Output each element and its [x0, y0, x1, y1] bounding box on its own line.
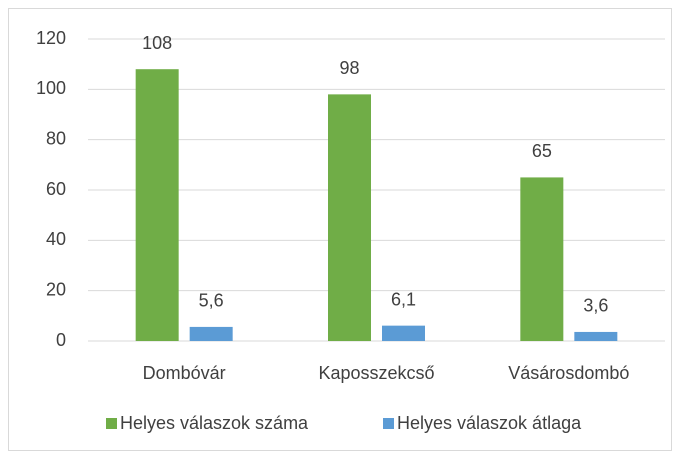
value-label: 65: [532, 141, 552, 161]
value-label: 108: [142, 33, 172, 53]
value-label: 98: [339, 58, 359, 78]
value-label: 6,1: [391, 289, 416, 309]
bar: [574, 331, 618, 341]
value-label: 5,6: [199, 291, 224, 311]
y-tick-label: 120: [36, 28, 66, 48]
y-tick-label: 60: [46, 179, 66, 199]
y-tick-label: 80: [46, 128, 66, 148]
y-tick-label: 40: [46, 229, 66, 249]
legend-label: Helyes válaszok átlaga: [397, 413, 582, 433]
y-tick-label: 0: [56, 330, 66, 350]
bar: [382, 325, 425, 341]
y-tick-label: 20: [46, 279, 66, 299]
bar: [135, 69, 179, 341]
bar: [520, 177, 564, 341]
x-tick-label: Kaposszekcső: [318, 363, 434, 383]
legend-label: Helyes válaszok száma: [120, 413, 309, 433]
value-label: 3,6: [583, 296, 608, 316]
bar: [189, 326, 233, 341]
legend-swatch: [383, 418, 394, 429]
legend-swatch: [106, 418, 117, 429]
bar: [328, 94, 371, 341]
x-tick-label: Vásárosdombó: [508, 363, 629, 383]
x-tick-label: Dombóvár: [143, 363, 226, 383]
y-tick-label: 100: [36, 78, 66, 98]
